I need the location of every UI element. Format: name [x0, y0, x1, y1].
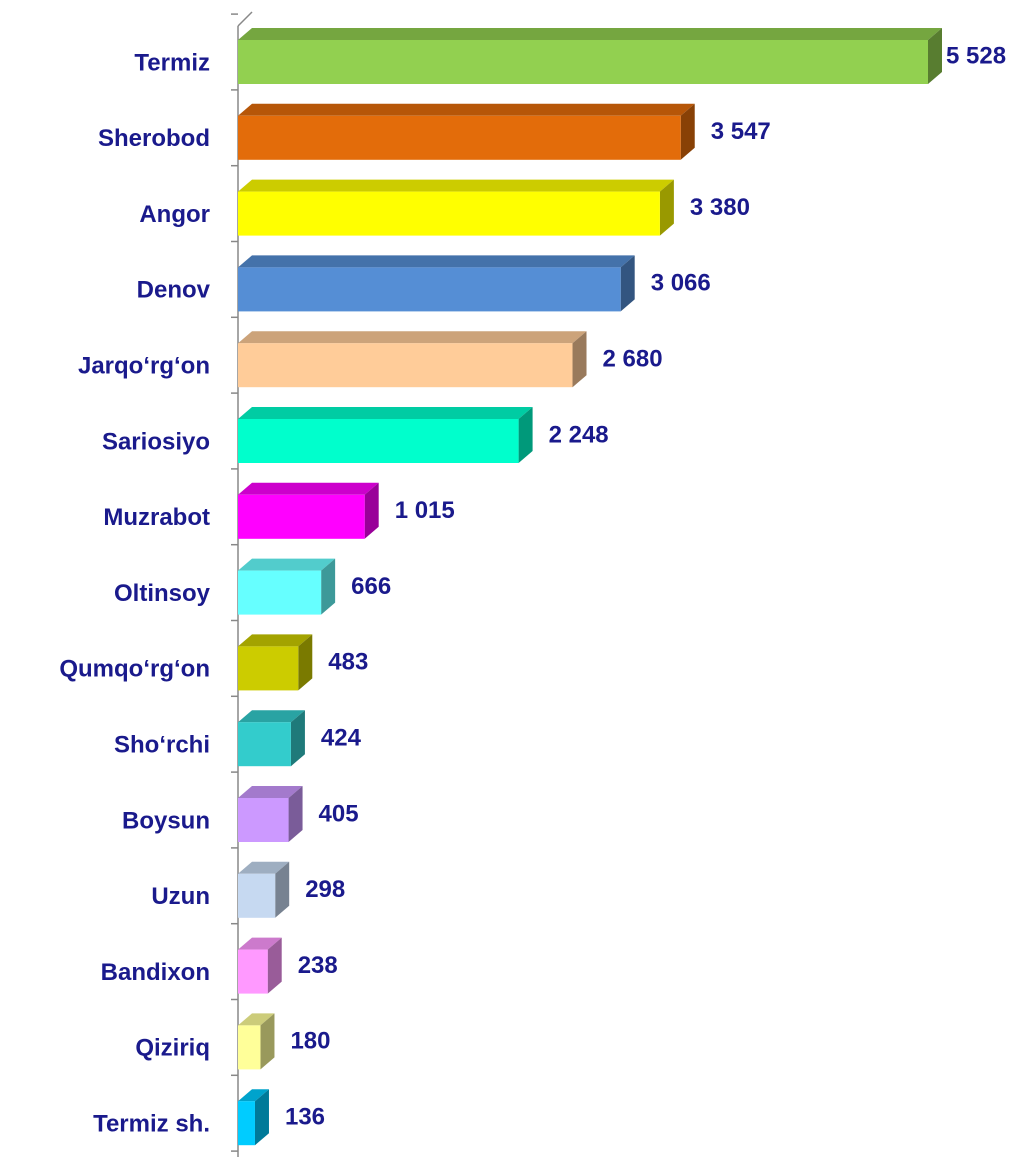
value-label: 405 — [319, 800, 359, 827]
category-label: Denov — [137, 277, 211, 304]
bar-top — [238, 331, 587, 344]
bar — [238, 798, 289, 842]
category-label: Sariosiyo — [102, 428, 210, 455]
value-label: 2 680 — [603, 346, 663, 373]
category-label: Termiz — [134, 49, 210, 76]
bar — [238, 40, 928, 84]
bar — [238, 1101, 255, 1146]
category-label: Uzun — [151, 883, 210, 910]
bar — [238, 267, 621, 312]
bar — [238, 494, 365, 539]
value-label: 3 066 — [651, 270, 711, 297]
category-label: Bandixon — [101, 959, 210, 986]
value-label: 483 — [328, 649, 368, 676]
bar-top — [238, 786, 303, 798]
bar — [238, 873, 276, 918]
bar-side — [364, 482, 379, 539]
bar-side — [288, 786, 303, 842]
category-label: Qumqo‘rg‘on — [59, 656, 210, 683]
bar-top — [238, 179, 674, 192]
bar — [238, 419, 519, 463]
category-label: Boysun — [122, 807, 210, 834]
bar — [238, 949, 268, 994]
bar-side — [321, 558, 336, 615]
value-label: 2 248 — [549, 421, 609, 448]
bar-side — [298, 634, 313, 691]
value-label: 298 — [305, 876, 345, 903]
category-label: Sho‘rchi — [114, 732, 210, 759]
bar-top — [238, 558, 336, 571]
bar-top — [238, 482, 379, 495]
bar-side — [572, 331, 587, 388]
bar-top — [238, 103, 695, 116]
category-label: Jarqo‘rg‘on — [78, 353, 210, 380]
bar — [238, 1025, 261, 1070]
value-label: 424 — [321, 725, 362, 752]
bar-top — [238, 710, 305, 723]
value-label: 180 — [290, 1028, 330, 1055]
bar-top — [238, 28, 942, 40]
category-label: Qiziriq — [135, 1035, 210, 1062]
bar-top — [238, 1013, 275, 1026]
category-label: Angor — [139, 201, 210, 228]
bar-side — [267, 937, 282, 994]
bar — [238, 722, 291, 767]
value-label: 136 — [285, 1104, 325, 1131]
bar-top — [238, 861, 290, 874]
bar — [238, 191, 660, 236]
value-label: 3 380 — [690, 194, 750, 221]
value-label: 5 528 — [946, 42, 1006, 69]
bar — [238, 343, 573, 388]
bar-side — [620, 255, 635, 312]
bar-side — [290, 710, 305, 767]
bar-top — [238, 407, 533, 419]
bar-side — [254, 1089, 269, 1146]
category-label: Termiz sh. — [93, 1111, 210, 1138]
bar-top — [238, 634, 313, 647]
bar-top — [238, 255, 635, 268]
category-label: Oltinsoy — [114, 580, 211, 607]
bar-side — [659, 179, 674, 236]
bar — [238, 570, 322, 615]
value-label: 238 — [298, 952, 338, 979]
value-label: 666 — [351, 573, 391, 600]
value-label: 1 015 — [395, 497, 455, 524]
bar — [238, 646, 299, 691]
bar-side — [260, 1013, 275, 1070]
bar-side — [680, 103, 695, 160]
bar-top — [238, 1089, 269, 1102]
category-label: Muzrabot — [103, 504, 210, 531]
bar — [238, 115, 681, 160]
bar-side — [518, 407, 533, 463]
value-label: 3 547 — [711, 118, 771, 145]
bar-side — [275, 861, 290, 918]
bar-side — [928, 28, 942, 84]
axis-line-depth — [237, 11, 253, 27]
bar-top — [238, 937, 282, 950]
category-label: Sherobod — [98, 125, 210, 152]
